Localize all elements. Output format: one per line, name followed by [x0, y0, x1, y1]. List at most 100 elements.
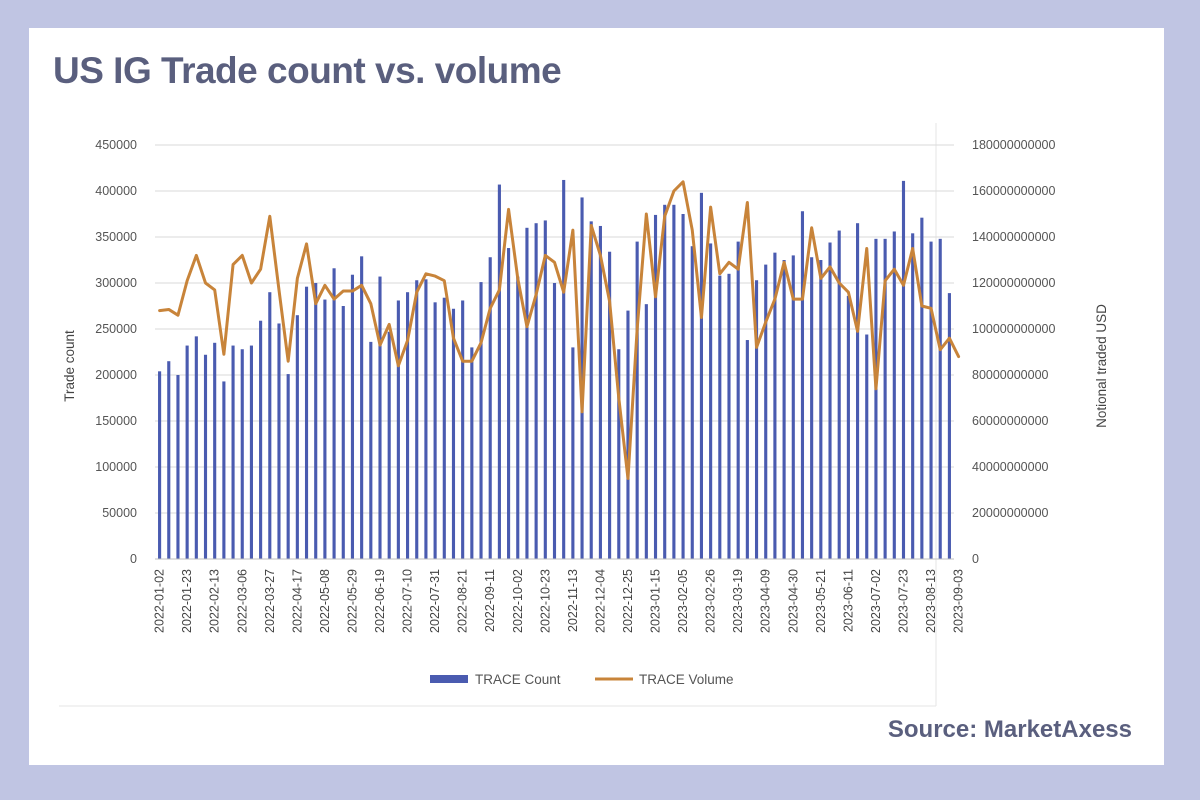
- x-axis-tick-label: 2022-01-23: [180, 569, 194, 633]
- trace-count-bar: [507, 248, 511, 560]
- x-axis-tick-label: 2023-03-19: [731, 569, 745, 633]
- trace-count-bar: [911, 233, 915, 559]
- trace-count-bar: [378, 276, 382, 559]
- trace-count-bar: [534, 223, 538, 559]
- left-axis-tick-label: 300000: [95, 276, 137, 290]
- trace-count-bar: [249, 345, 253, 559]
- trace-count-bar: [213, 342, 217, 559]
- trace-count-bar: [497, 184, 501, 559]
- x-axis-tick-label: 2022-08-21: [456, 569, 470, 633]
- x-axis-tick-label: 2023-05-21: [814, 569, 828, 633]
- left-axis-tick-label: 250000: [95, 322, 137, 336]
- trace-count-bar: [810, 257, 814, 559]
- trace-count-bar: [488, 257, 492, 559]
- trace-count-bar: [745, 340, 749, 559]
- trace-count-bar: [396, 300, 400, 559]
- trace-count-bar: [203, 354, 208, 559]
- trace-count-bar: [451, 308, 456, 559]
- right-axis-tick-label: 100000000000: [972, 322, 1055, 336]
- trace-count-bar: [277, 323, 281, 559]
- trace-count-bar: [681, 214, 685, 559]
- x-axis-tick-label: 2022-02-13: [208, 569, 222, 633]
- x-axis-tick-label: 2023-02-05: [676, 569, 690, 633]
- trace-count-bar: [314, 283, 318, 559]
- trace-count-bar: [764, 264, 768, 559]
- x-axis-tick-label: 2022-03-27: [263, 569, 277, 633]
- trace-count-bar: [663, 204, 667, 560]
- trace-count-bar: [304, 286, 309, 559]
- trace-count-bar: [598, 225, 602, 559]
- x-axis-tick-label: 2022-07-10: [401, 569, 415, 633]
- x-axis-tick-label: 2022-10-02: [511, 569, 525, 633]
- trace-count-bar: [580, 197, 584, 559]
- trace-count-bar: [901, 180, 906, 559]
- trace-count-bar: [608, 251, 612, 559]
- right-axis-tick-label: 80000000000: [972, 368, 1049, 382]
- chart-card: US IG Trade count vs. volume 0 50000 10000…: [29, 28, 1164, 765]
- trace-count-bar: [617, 349, 621, 559]
- x-axis-tick-label: 2022-09-11: [483, 569, 497, 632]
- source-note: Source: MarketAxess: [887, 716, 1132, 743]
- trace-count-bar: [672, 204, 676, 560]
- trace-count-bar: [846, 295, 850, 559]
- right-axis-tick-label: 20000000000: [972, 506, 1049, 520]
- trace-count-bar: [718, 275, 722, 559]
- trace-count-bar: [892, 231, 896, 560]
- trace-count-bar: [699, 192, 703, 559]
- trace-count-bar: [653, 214, 658, 560]
- right-axis-tick-label: 40000000000: [972, 460, 1049, 474]
- right-axis-ticks: 0 20000000000 40000000000 60000000000 800000…: [972, 138, 1055, 566]
- x-axis-tick-label: 2023-04-30: [786, 569, 800, 633]
- legend: TRACE Count TRACE Volume: [430, 672, 734, 687]
- left-axis-tick-label: 150000: [95, 414, 137, 428]
- trace-count-bar: [938, 238, 942, 559]
- trace-count-bar: [865, 334, 869, 559]
- trace-count-bar: [727, 273, 731, 559]
- x-axis-tick-label: 2023-07-23: [896, 569, 910, 633]
- x-axis-tick-label: 2023-01-15: [649, 569, 663, 633]
- trace-count-bar: [360, 256, 364, 559]
- left-axis-ticks: 0 50000 100000 150000 200000 250000 300000 3500…: [95, 138, 137, 566]
- trace-count-bar: [424, 279, 428, 559]
- trace-count-bar: [644, 304, 648, 559]
- left-axis-tick-label: 350000: [95, 230, 137, 244]
- left-axis-tick-label: 450000: [95, 138, 137, 152]
- right-axis-tick-label: 60000000000: [972, 414, 1049, 428]
- trace-count-bar: [323, 299, 327, 559]
- left-axis-tick-label: 50000: [102, 506, 137, 520]
- trace-count-bar: [341, 306, 345, 559]
- trace-count-bar: [406, 292, 410, 559]
- trace-count-bar: [800, 211, 805, 560]
- trace-count-bar: [736, 241, 740, 559]
- trade-count-volume-chart: 0 50000 100000 150000 200000 250000 300000 3500…: [59, 123, 1109, 707]
- trace-count-bar: [176, 375, 180, 559]
- trace-count-bar: [782, 260, 786, 559]
- trace-volume-line: [158, 180, 961, 480]
- x-axis-tick-label: 2022-12-25: [621, 569, 635, 633]
- trace-count-bar: [791, 255, 795, 559]
- left-axis-tick-label: 100000: [95, 460, 137, 474]
- trace-count-bar: [874, 238, 878, 559]
- x-axis-tick-label: 2022-12-04: [593, 569, 607, 633]
- legend-label-trace-volume: TRACE Volume: [639, 672, 734, 687]
- right-axis-tick-label: 0: [972, 552, 979, 566]
- trace-count-bar: [773, 252, 777, 559]
- x-axis-tick-label: 2022-03-06: [235, 569, 249, 633]
- trace-count-bar: [350, 274, 355, 559]
- x-axis-tick-label: 2023-02-26: [704, 569, 718, 633]
- x-axis-tick-label: 2023-07-02: [869, 569, 883, 633]
- trace-count-bar: [856, 223, 860, 559]
- trace-count-bar: [194, 336, 198, 559]
- right-axis-tick-label: 160000000000: [972, 184, 1055, 198]
- trace-count-bar: [525, 227, 529, 560]
- x-axis-tick-label: 2023-04-09: [759, 569, 773, 633]
- x-axis-tick-label: 2022-07-31: [428, 569, 442, 633]
- trace-count-bar: [626, 310, 630, 559]
- x-axis-tick-label: 2022-05-29: [345, 569, 359, 633]
- right-axis-tick-label: 180000000000: [972, 138, 1055, 152]
- trace-count-bar: [754, 280, 759, 559]
- x-axis-ticks: 2022-01-02 2022-01-23 2022-02-13 2022-03-06…: [153, 569, 966, 633]
- right-axis-label: Notional traded USD: [1094, 304, 1109, 428]
- trace-count-bar: [286, 374, 290, 559]
- left-axis-label: Trade count: [62, 330, 77, 402]
